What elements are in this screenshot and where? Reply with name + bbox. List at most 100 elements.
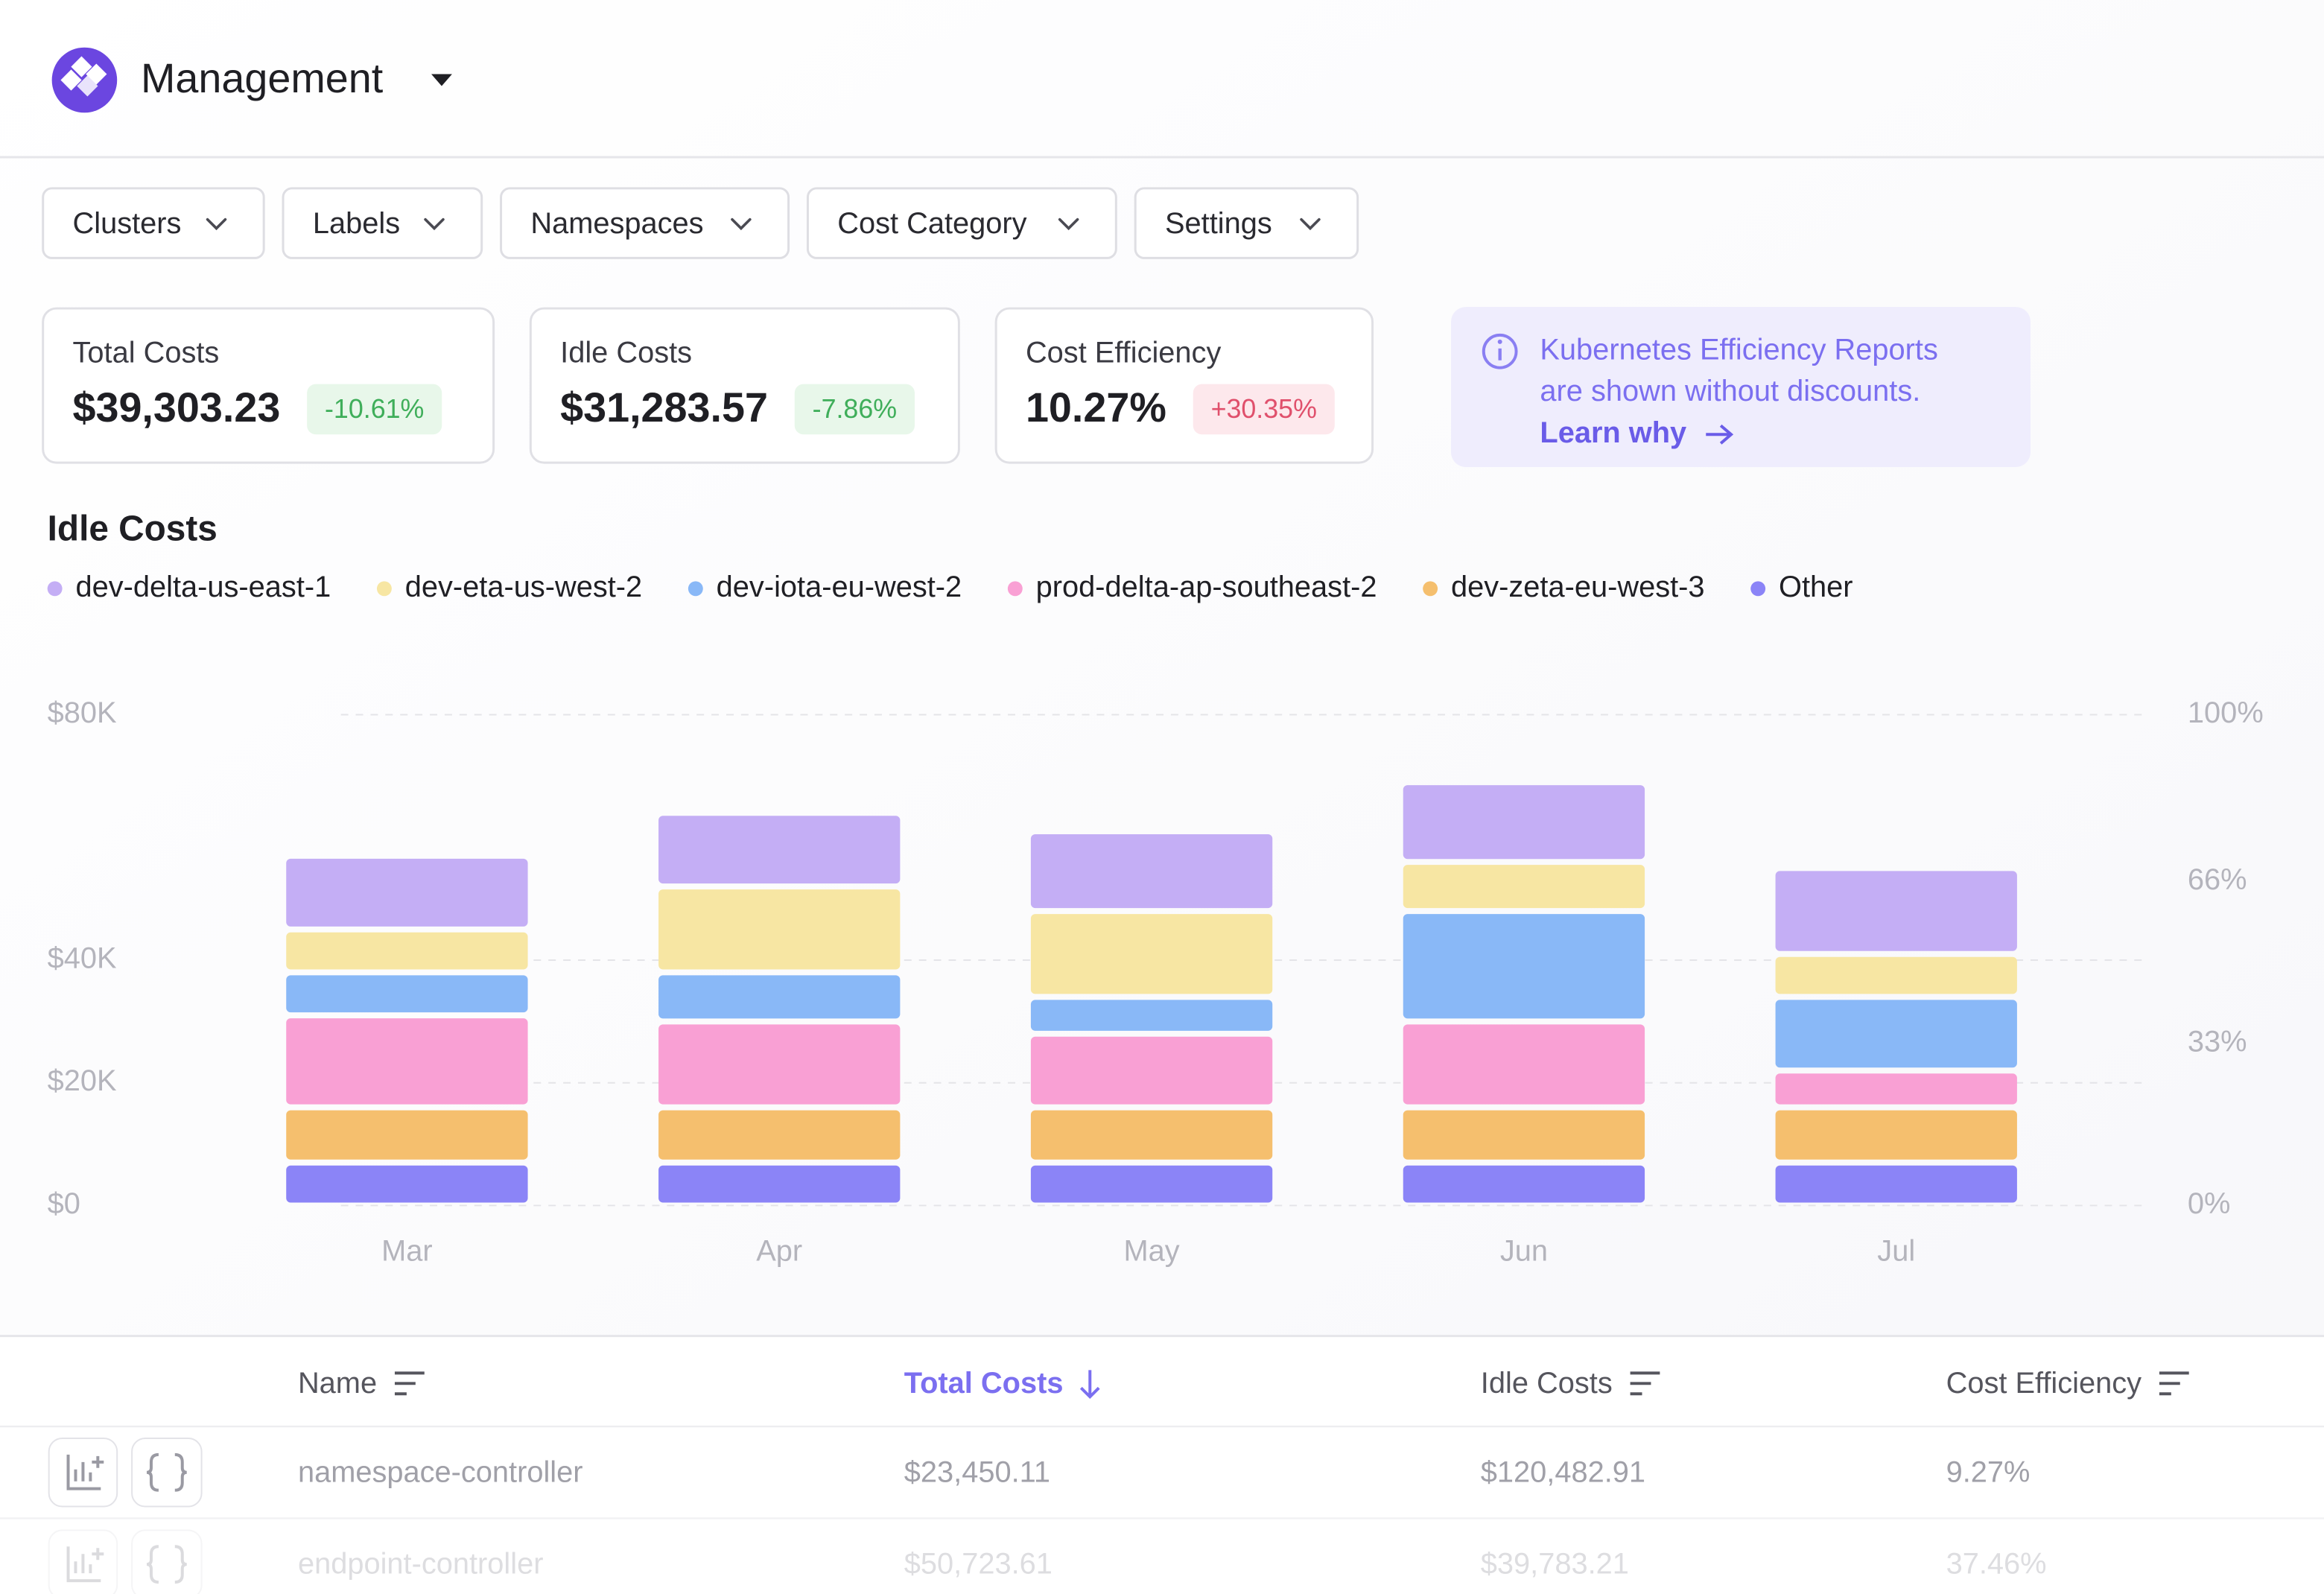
bar-segment	[1030, 833, 1273, 909]
bar-segment	[1403, 1110, 1645, 1160]
bar-segment	[1775, 871, 2017, 951]
chevron	[1058, 217, 1079, 231]
bar-segment	[1775, 1110, 2017, 1160]
kpi-badge	[307, 384, 442, 435]
table-cell: endpoint-controller	[298, 1548, 544, 1581]
json-icon	[146, 1452, 187, 1492]
y2-tick-label: 66%	[2188, 863, 2247, 896]
bar-segment	[658, 975, 901, 1019]
row-actions	[48, 1529, 203, 1594]
info-icon	[1482, 333, 1518, 369]
table-cell: $120,482.91	[1481, 1455, 1645, 1488]
filter-label: Namespaces	[530, 207, 703, 240]
bar-segment	[1030, 1036, 1273, 1105]
kpi-label: Total Costs	[73, 336, 220, 369]
legend-label: prod-delta-ap-southeast-2	[1036, 571, 1377, 603]
app-title[interactable]: Management	[141, 55, 384, 101]
notice-link[interactable]: Learn why	[1540, 416, 1686, 449]
kpi-badge	[1193, 384, 1335, 435]
notice: Kubernetes Efficiency Reports are shown …	[1451, 307, 2031, 468]
legend-swatch	[376, 581, 392, 597]
bar-segment	[1403, 785, 1645, 860]
bar-segment	[1775, 1000, 2017, 1068]
sort-icon	[1079, 1370, 1100, 1400]
chart-icon	[66, 1546, 104, 1583]
chevron	[1300, 217, 1321, 231]
bar-segment	[658, 1165, 901, 1203]
table	[0, 1335, 2324, 1594]
table-cell: 9.27%	[1946, 1455, 2031, 1488]
notice-box	[1451, 307, 2031, 468]
x-tick-label: Jun	[1500, 1235, 1548, 1268]
chevron	[731, 217, 752, 231]
sort-icon	[2159, 1371, 2189, 1396]
column-header[interactable]: Cost Efficiency	[1946, 1367, 2142, 1400]
kpi-badge	[794, 384, 915, 435]
column-header[interactable]: Idle Costs	[1481, 1367, 1613, 1400]
kpi-value: 10.27%	[1026, 384, 1166, 431]
legend-swatch	[688, 581, 703, 597]
kpi-label: Idle Costs	[560, 336, 692, 369]
table-cell: 37.46%	[1946, 1548, 2047, 1581]
json-button[interactable]	[131, 1529, 203, 1594]
column-header[interactable]: Name	[298, 1367, 377, 1400]
bar-segment	[286, 932, 528, 970]
chevron	[424, 217, 445, 231]
bar-segment	[1775, 1073, 2017, 1105]
sort-icon	[1630, 1371, 1660, 1396]
link-arrow[interactable]	[1706, 424, 1734, 445]
kpi-label: Cost Efficiency	[1026, 336, 1222, 369]
bar-segment	[1403, 1165, 1645, 1203]
json-button[interactable]	[131, 1437, 203, 1508]
y-tick-label: $80K	[48, 696, 117, 729]
bar-segment	[1403, 1024, 1645, 1105]
bar-segment	[658, 816, 901, 884]
bar-segment	[286, 975, 528, 1013]
row-actions	[48, 1437, 203, 1508]
filter-label: Labels	[313, 207, 400, 240]
x-tick-label: Mar	[381, 1235, 433, 1268]
y2-tick-label: 0%	[2188, 1187, 2231, 1220]
filter-button[interactable]	[1134, 187, 1359, 259]
table-cell: $50,723.61	[904, 1548, 1053, 1581]
bar-segment	[658, 1024, 901, 1105]
bar-segment	[658, 1110, 901, 1160]
bar-segment	[286, 1165, 528, 1203]
table-cell: $23,450.11	[904, 1455, 1050, 1488]
bar-segment	[1403, 865, 1645, 909]
bar-segment	[1403, 914, 1645, 1019]
legend-label: dev-eta-us-west-2	[405, 571, 642, 603]
filter-button[interactable]	[500, 187, 790, 259]
chart-button[interactable]	[48, 1529, 118, 1594]
logo-mark	[60, 56, 107, 97]
column-header[interactable]: Total Costs	[904, 1367, 1064, 1400]
table-cell: namespace-controller	[298, 1455, 583, 1488]
filter-button[interactable]	[42, 187, 265, 259]
kpi-change: -7.86%	[813, 394, 897, 424]
legend-swatch	[1007, 581, 1023, 597]
table-body	[0, 1336, 2324, 1594]
filter-label: Cost Category	[837, 207, 1026, 240]
filter-button[interactable]	[806, 187, 1117, 259]
y-tick-label: $0	[48, 1187, 80, 1220]
x-tick-label: Jul	[1877, 1235, 1915, 1268]
x-tick-label: Apr	[756, 1235, 802, 1268]
bar-segment	[286, 1110, 528, 1160]
y-tick-label: $40K	[48, 942, 117, 974]
bar-segment	[1030, 914, 1273, 994]
title-dropdown[interactable]	[431, 74, 452, 86]
kpi-change: +30.35%	[1211, 394, 1317, 424]
bar-segment	[1030, 1000, 1273, 1031]
chart-title: Idle Costs	[48, 509, 218, 548]
bar-segment	[658, 889, 901, 970]
legend-label: dev-delta-us-east-1	[75, 571, 331, 603]
filter-label: Settings	[1165, 207, 1272, 240]
filter-button[interactable]	[282, 187, 483, 259]
legend-swatch	[47, 581, 63, 597]
header: Management	[0, 47, 2324, 159]
bar-segment	[286, 1018, 528, 1105]
info-icon	[1497, 339, 1502, 344]
